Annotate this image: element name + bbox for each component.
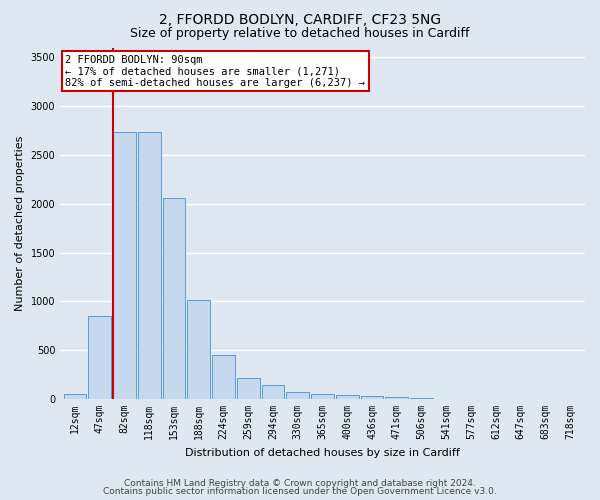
Text: Size of property relative to detached houses in Cardiff: Size of property relative to detached ho… <box>130 28 470 40</box>
Bar <box>212 354 235 399</box>
Bar <box>237 378 260 399</box>
Bar <box>88 316 111 399</box>
Bar <box>163 198 185 399</box>
Text: 2 FFORDD BODLYN: 90sqm
← 17% of detached houses are smaller (1,271)
82% of semi-: 2 FFORDD BODLYN: 90sqm ← 17% of detached… <box>65 54 365 88</box>
Y-axis label: Number of detached properties: Number of detached properties <box>15 136 25 311</box>
Bar <box>361 396 383 399</box>
Text: Contains public sector information licensed under the Open Government Licence v3: Contains public sector information licen… <box>103 487 497 496</box>
Bar <box>385 397 408 399</box>
Bar <box>138 132 161 399</box>
Bar <box>64 394 86 399</box>
Bar <box>187 300 210 399</box>
X-axis label: Distribution of detached houses by size in Cardiff: Distribution of detached houses by size … <box>185 448 460 458</box>
Bar <box>286 392 309 399</box>
Bar <box>311 394 334 399</box>
Bar <box>113 132 136 399</box>
Text: 2, FFORDD BODLYN, CARDIFF, CF23 5NG: 2, FFORDD BODLYN, CARDIFF, CF23 5NG <box>159 12 441 26</box>
Bar <box>336 395 359 399</box>
Bar <box>410 398 433 399</box>
Text: Contains HM Land Registry data © Crown copyright and database right 2024.: Contains HM Land Registry data © Crown c… <box>124 478 476 488</box>
Bar <box>262 385 284 399</box>
